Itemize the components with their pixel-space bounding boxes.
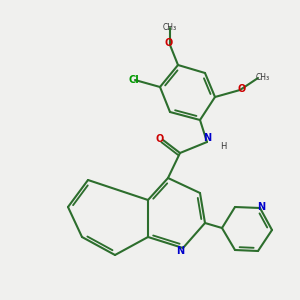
- Text: CH₃: CH₃: [163, 23, 177, 32]
- Text: N: N: [257, 202, 266, 212]
- Text: CH₃: CH₃: [255, 74, 270, 82]
- Text: O: O: [237, 83, 246, 94]
- Text: O: O: [164, 38, 172, 49]
- Text: H: H: [220, 142, 227, 151]
- Text: N: N: [203, 134, 211, 143]
- Text: O: O: [155, 134, 164, 143]
- Text: N: N: [176, 246, 185, 256]
- Text: Cl: Cl: [128, 75, 139, 85]
